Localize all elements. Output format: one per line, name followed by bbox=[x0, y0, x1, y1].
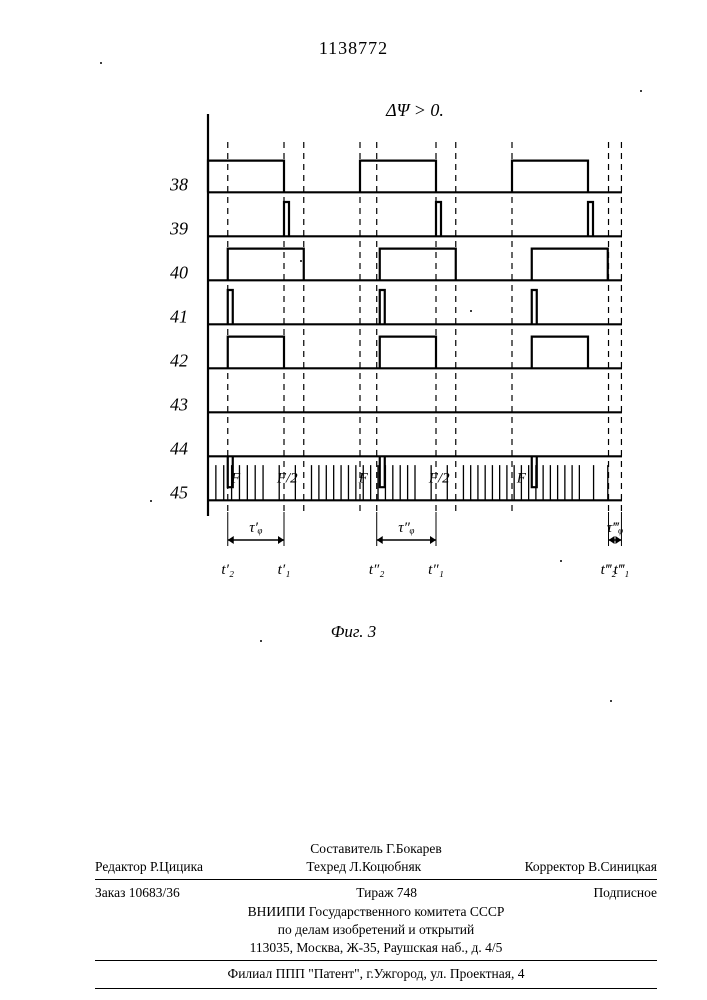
imprint-branch: Филиал ППП "Патент", г.Ужгород, ул. Прое… bbox=[95, 965, 657, 983]
noise-speck bbox=[150, 500, 152, 502]
svg-text:39: 39 bbox=[169, 218, 188, 238]
doc-number: 1138772 bbox=[0, 38, 707, 59]
noise-speck bbox=[640, 90, 642, 92]
noise-speck bbox=[470, 310, 472, 312]
imprint-block: Составитель Г.Бокарев Редактор Р.Цицика … bbox=[95, 840, 657, 989]
svg-text:42: 42 bbox=[170, 350, 188, 370]
imprint-sign: Подписное bbox=[593, 884, 657, 902]
imprint-tech: Техред Л.Коцюбняк bbox=[306, 858, 421, 876]
svg-text:45: 45 bbox=[170, 482, 188, 502]
imprint-composer: Составитель Г.Бокарев bbox=[95, 840, 657, 858]
imprint-corr: Корректор В.Синицкая bbox=[525, 858, 657, 876]
svg-text:t′₁: t′₁ bbox=[278, 562, 291, 578]
imprint-run: Тираж 748 bbox=[356, 884, 417, 902]
svg-text:t″₁: t″₁ bbox=[428, 562, 444, 578]
svg-text:ΔΨ > 0.: ΔΨ > 0. bbox=[385, 100, 444, 120]
imprint-org1: ВНИИПИ Государственного комитета СССР bbox=[95, 903, 657, 921]
noise-speck bbox=[560, 560, 562, 562]
svg-text:τ″ᵩ: τ″ᵩ bbox=[398, 520, 415, 536]
svg-text:44: 44 bbox=[170, 438, 188, 458]
noise-speck bbox=[260, 640, 262, 642]
noise-speck bbox=[610, 700, 612, 702]
svg-text:40: 40 bbox=[170, 262, 188, 282]
svg-text:τ′ᵩ: τ′ᵩ bbox=[249, 520, 263, 536]
svg-text:41: 41 bbox=[170, 306, 188, 326]
page-root: 1138772 ΔΨ > 0.3839404142434445FF/2FF/2F… bbox=[0, 0, 707, 1000]
svg-text:t″₂: t″₂ bbox=[369, 562, 385, 578]
svg-text:t′₂: t′₂ bbox=[221, 562, 234, 578]
figure-caption: Фиг. 3 bbox=[0, 622, 707, 642]
svg-text:38: 38 bbox=[169, 174, 188, 194]
imprint-addr: 113035, Москва, Ж-35, Раушская наб., д. … bbox=[95, 939, 657, 957]
timing-diagram: ΔΨ > 0.3839404142434445FF/2FF/2Fτ′ᵩτ″ᵩτ‴… bbox=[0, 58, 707, 678]
svg-text:43: 43 bbox=[170, 394, 188, 414]
imprint-editor: Редактор Р.Цицика bbox=[95, 858, 203, 876]
noise-speck bbox=[300, 260, 302, 262]
svg-text:t‴₁: t‴₁ bbox=[614, 562, 630, 578]
imprint-order: Заказ 10683/36 bbox=[95, 884, 180, 902]
noise-speck bbox=[100, 62, 102, 64]
imprint-org2: по делам изобретений и открытий bbox=[95, 921, 657, 939]
